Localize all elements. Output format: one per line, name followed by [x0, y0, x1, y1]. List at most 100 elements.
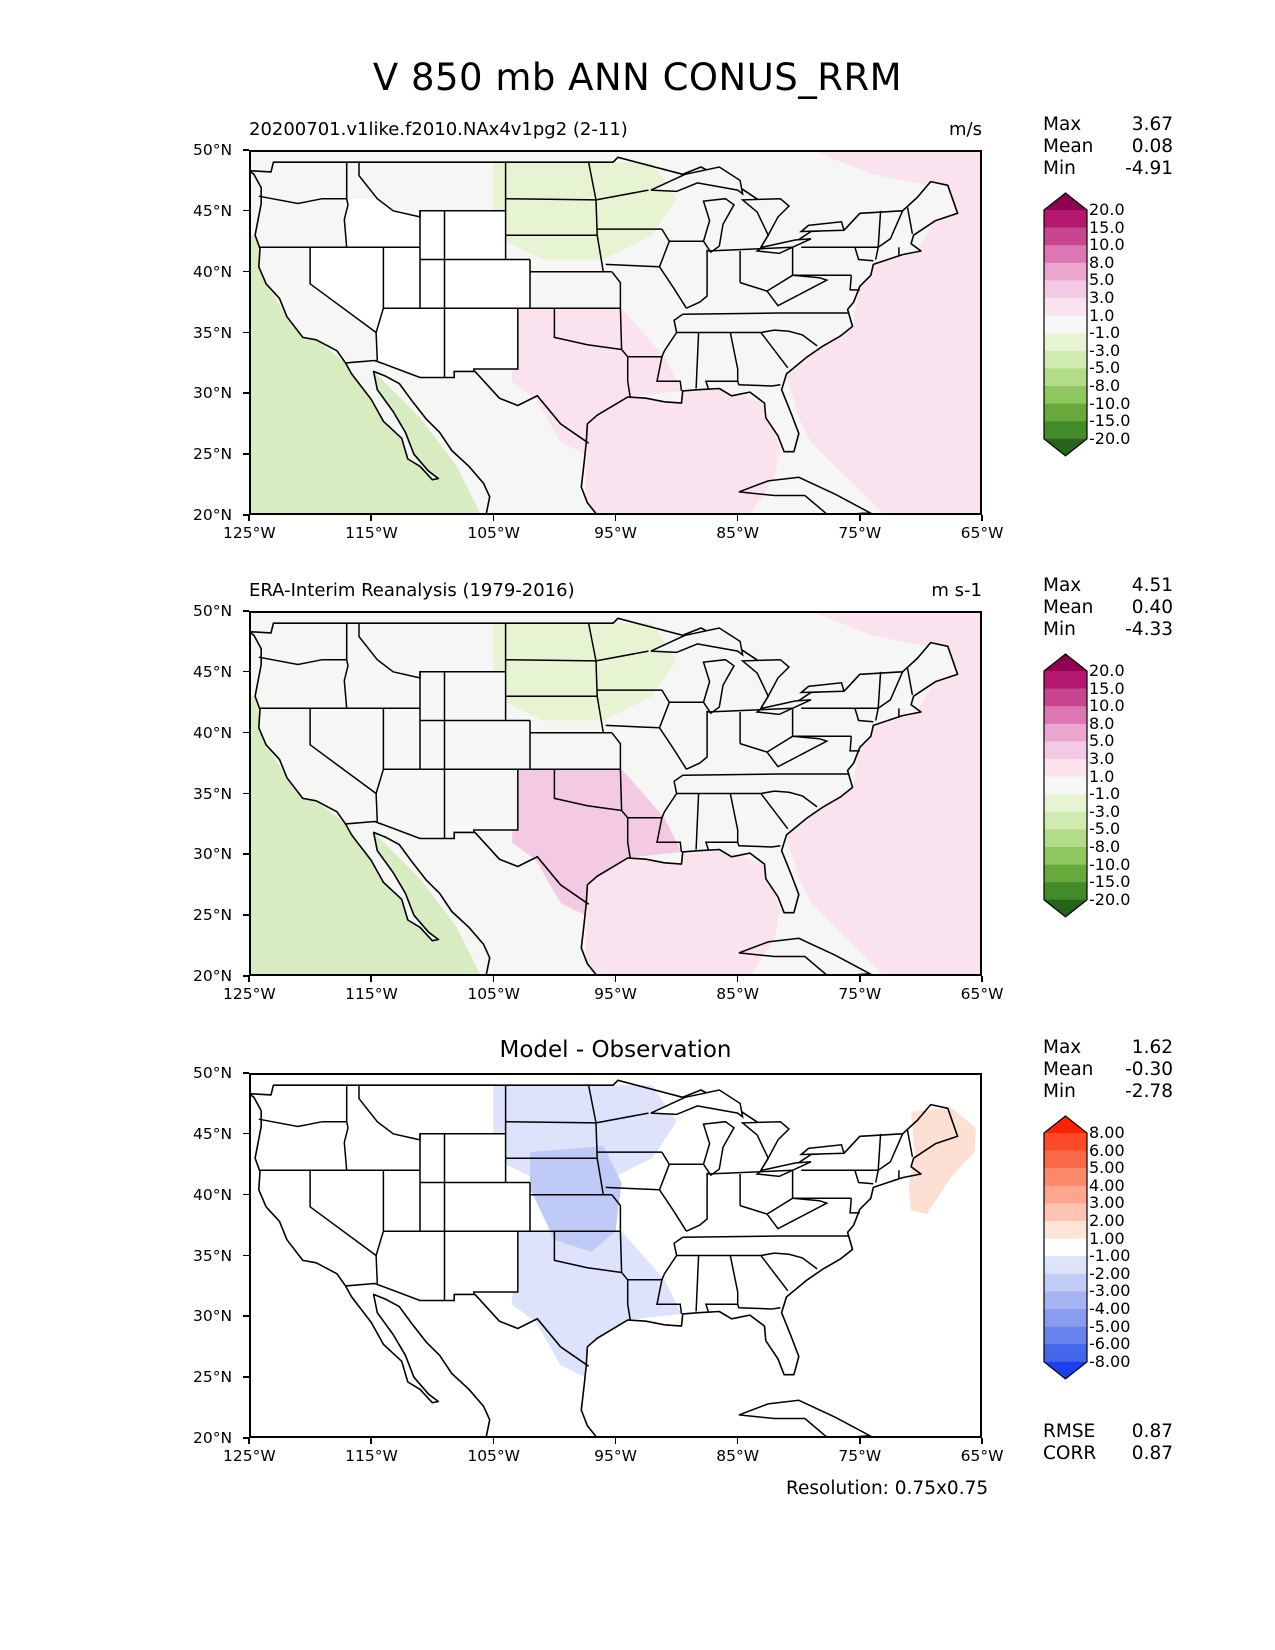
- lat-tick-label: 35°N: [193, 784, 233, 803]
- stats-block: Max 1.62 Mean -0.30 Min -2.78: [1043, 1037, 1173, 1103]
- colorbar-label: -8.0: [1089, 376, 1121, 395]
- lat-tick-label: 45°N: [193, 201, 233, 220]
- state-border: [676, 1252, 818, 1270]
- colorbar-extend-bottom: [1044, 438, 1087, 456]
- state-border: [309, 247, 377, 334]
- lon-tick-mark: [981, 1438, 983, 1444]
- panel-units: m s-1: [931, 580, 982, 601]
- lat-tick-label: 25°N: [193, 445, 233, 464]
- lon-tick-label: 85°W: [716, 1447, 760, 1465]
- colorbar-label: 10.0: [1089, 235, 1125, 255]
- stat-label: Max: [1043, 1037, 1082, 1058]
- state-border: [791, 708, 852, 738]
- coastline: [251, 617, 959, 974]
- state-border: [695, 793, 700, 850]
- lat-tick-mark: [243, 975, 249, 977]
- colorbar-label: 8.0: [1089, 713, 1115, 733]
- lat-tick-label: 25°N: [193, 906, 233, 925]
- state-border: [766, 1197, 829, 1230]
- cuba-outline: [738, 476, 872, 513]
- map-panel[interactable]: [249, 1073, 982, 1438]
- state-border: [595, 650, 649, 662]
- state-border: [375, 247, 385, 361]
- state-border: [258, 656, 347, 666]
- colorbar-segment: [1044, 315, 1087, 334]
- state-border: [595, 1112, 649, 1124]
- lon-tick-label: 125°W: [223, 985, 276, 1003]
- lat-tick-label: 35°N: [193, 323, 233, 342]
- state-border: [801, 707, 874, 723]
- colorbar-segment: [1044, 776, 1087, 795]
- colorbar-segment: [1044, 723, 1087, 742]
- colorbar-segment: [1044, 350, 1087, 369]
- state-border: [619, 769, 629, 819]
- colorbar-segment: [1044, 794, 1087, 813]
- state-border: [258, 195, 347, 205]
- great-lake: [799, 220, 845, 233]
- lat-tick-label: 20°N: [193, 506, 233, 524]
- lon-tick-label: 125°W: [223, 1447, 276, 1465]
- map-panel[interactable]: [249, 150, 982, 515]
- state-border: [801, 1169, 874, 1185]
- state-border: [736, 380, 781, 387]
- state-border: [627, 1279, 683, 1314]
- field-region-gulf: [585, 388, 781, 513]
- state-border: [874, 210, 904, 260]
- field-region-southern-plains: [511, 769, 682, 916]
- stat-label: Max: [1043, 114, 1082, 135]
- lat-tick-mark: [243, 331, 249, 333]
- state-border: [595, 189, 649, 201]
- lon-tick-label: 65°W: [960, 524, 1004, 542]
- colorbar-segment: [1044, 1238, 1087, 1257]
- stat-value: -0.30: [1125, 1059, 1173, 1080]
- state-border: [736, 1303, 781, 1310]
- colorbar-segment: [1044, 1344, 1087, 1363]
- colorbar-segment: [1044, 671, 1087, 689]
- colorbar-label: 6.00: [1089, 1140, 1125, 1160]
- colorbar-label: -5.0: [1089, 358, 1121, 378]
- map-canvas: [251, 152, 980, 513]
- lat-tick-mark: [243, 1193, 249, 1196]
- colorbar-segment: [1044, 741, 1087, 760]
- colorbar-label: 8.00: [1089, 1123, 1125, 1142]
- lon-tick-mark: [859, 1438, 861, 1444]
- state-border: [676, 790, 818, 808]
- lon-tick-mark: [492, 515, 495, 521]
- state-border: [760, 793, 789, 830]
- lat-tick-mark: [243, 1254, 249, 1256]
- great-lake: [799, 1143, 845, 1156]
- state-border: [619, 1231, 629, 1281]
- great-lake: [740, 658, 791, 698]
- colorbar-segment: [1044, 1256, 1087, 1275]
- panel-units: m/s: [949, 119, 982, 140]
- map-panel[interactable]: [249, 611, 982, 976]
- state-border: [473, 259, 531, 372]
- colorbar-label: -15.0: [1089, 872, 1131, 892]
- colorbar-label: 15.0: [1089, 678, 1125, 698]
- state-border: [661, 313, 684, 358]
- colorbar-label: -20.0: [1089, 889, 1131, 909]
- lon-tick-label: 115°W: [345, 1447, 398, 1465]
- stat-value: -4.91: [1125, 158, 1173, 179]
- cuba-outline: [738, 1399, 872, 1436]
- colorbar-label: -5.00: [1089, 1316, 1131, 1336]
- lat-tick-mark: [243, 149, 249, 151]
- state-border: [766, 274, 829, 307]
- state-border: [849, 736, 860, 752]
- colorbar-label: 8.0: [1089, 252, 1115, 272]
- colorbar-segment: [1044, 227, 1087, 246]
- colorbar-segment: [1044, 829, 1087, 848]
- lon-tick-label: 75°W: [838, 524, 882, 542]
- colorbar-segment: [1044, 333, 1087, 352]
- lon-tick-label: 105°W: [467, 1447, 520, 1465]
- stat-row: Max 1.62: [1043, 1037, 1173, 1059]
- state-border: [682, 1235, 849, 1239]
- colorbar-label: -1.0: [1089, 323, 1121, 343]
- stat-row: Mean -0.30: [1043, 1059, 1173, 1081]
- stat-row: Max 3.67: [1043, 114, 1173, 136]
- lat-tick-label: 30°N: [193, 845, 233, 864]
- colorbar-segment: [1044, 280, 1087, 299]
- state-border: [704, 1255, 739, 1312]
- stat-label: Mean: [1043, 136, 1094, 157]
- colorbar-segment: [1044, 1185, 1087, 1204]
